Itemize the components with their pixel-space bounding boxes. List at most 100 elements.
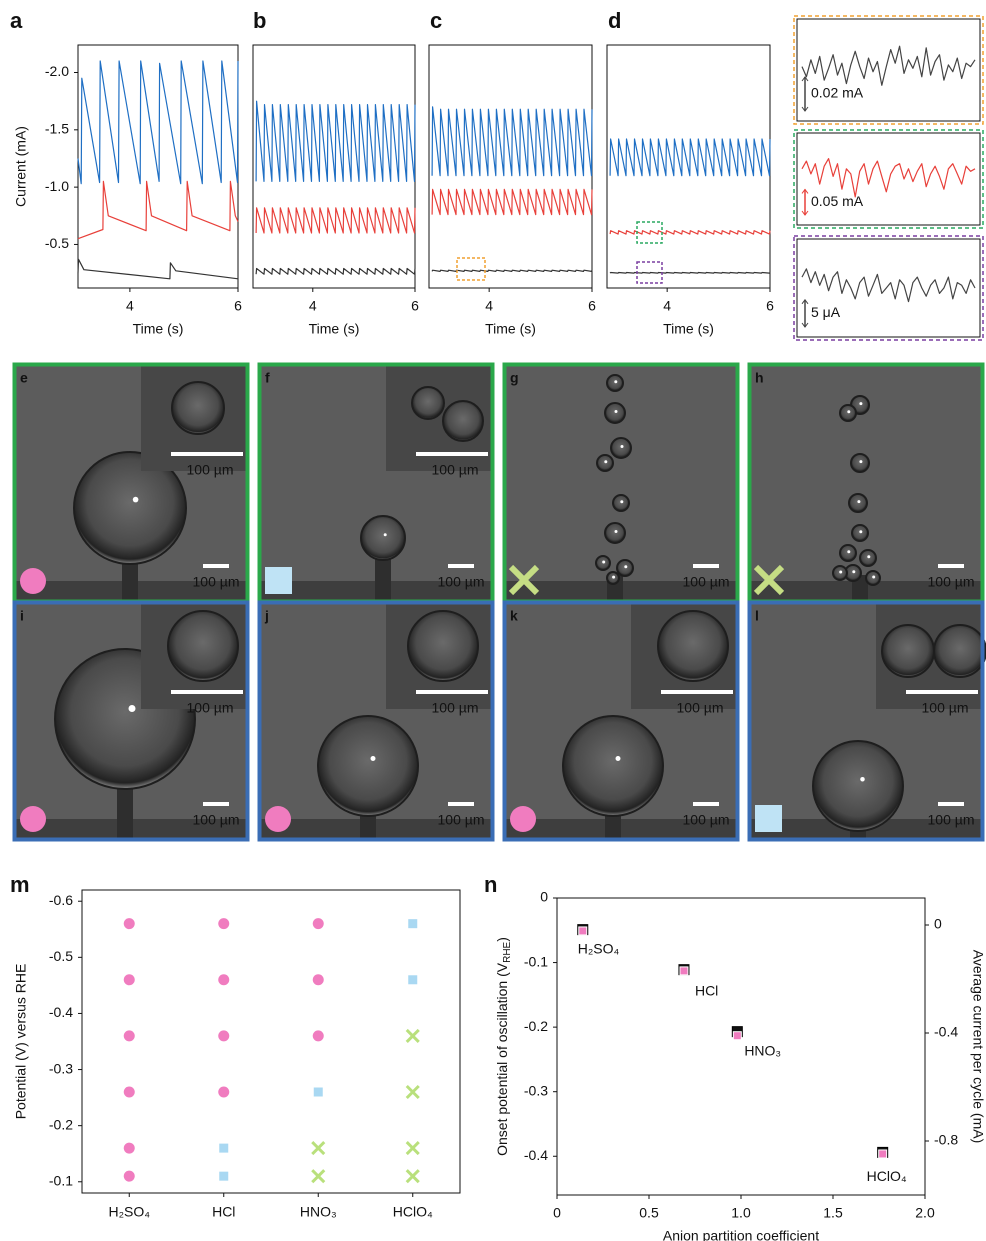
point: [879, 1150, 887, 1158]
x-axis-label: Time (s): [309, 321, 360, 337]
inset-scale-label: 100 µm: [432, 462, 479, 478]
plot-frame: [797, 239, 980, 337]
y-axis-label-sub: RHE: [502, 941, 513, 962]
y-tick-label: -0.4: [934, 1024, 958, 1040]
bubble-highlight: [859, 460, 862, 463]
marker-icon: [265, 806, 291, 832]
nozzle: [375, 556, 391, 603]
trace: [432, 270, 592, 271]
panel-letter: g: [510, 370, 519, 386]
marker-icon: [20, 806, 46, 832]
marker-icon: [265, 567, 292, 594]
x-tick-label: 6: [234, 298, 242, 314]
trace: [256, 101, 415, 181]
panel-letter: j: [264, 608, 269, 624]
bubble-highlight: [614, 380, 617, 383]
micrograph: 100 µm100 µmi: [13, 601, 249, 841]
bubble: [563, 716, 663, 816]
trace: [432, 107, 592, 176]
inset-scale-label: 100 µm: [922, 700, 969, 716]
bubble: [361, 516, 405, 560]
bubble-highlight: [371, 756, 376, 761]
plot-frame: [797, 133, 980, 225]
annotation: HClO₄: [867, 1168, 907, 1184]
micrograph: 100 µm100 µme: [13, 363, 249, 603]
y-tick-label: 0: [934, 916, 942, 932]
y-tick-label: -0.4: [49, 1004, 73, 1020]
inset-scale-label: 100 µm: [432, 700, 479, 716]
micrograph: 100 µmh: [748, 363, 984, 603]
x-tick-label: 1.5: [823, 1205, 843, 1221]
scale-label: 100 µm: [683, 812, 730, 828]
bubble: [605, 403, 625, 423]
bubble-highlight: [604, 460, 607, 463]
y-tick-label: -0.3: [49, 1060, 73, 1076]
point: [408, 919, 417, 928]
y-axis-label-end: ): [494, 937, 510, 942]
x-tick-label: 6: [411, 298, 419, 314]
bubble-highlight: [852, 570, 855, 573]
point: [124, 974, 135, 985]
figure: a46-2.0-1.5-1.0-0.5Time (s)Current (mA)b…: [0, 0, 986, 1241]
inset-scale-label: 100 µm: [187, 462, 234, 478]
bubble: [934, 625, 986, 677]
trace: [256, 269, 415, 275]
x-tick-label: 4: [663, 298, 671, 314]
panel-letter: c: [430, 8, 442, 33]
panel-letter: a: [10, 8, 23, 33]
panel-letter: b: [253, 8, 266, 33]
bubble-highlight: [615, 530, 618, 533]
y-axis-label: Current (mA): [13, 126, 29, 207]
y-tick-label: -0.8: [934, 1132, 958, 1148]
scale-label: 100 µm: [438, 574, 485, 590]
bubble: [658, 611, 728, 681]
marker-icon: [755, 805, 782, 832]
point: [124, 1030, 135, 1041]
bubble: [813, 741, 903, 831]
inset-scale-label: 100 µm: [187, 700, 234, 716]
bubble: [318, 716, 418, 816]
bubble: [408, 611, 478, 681]
page: a46-2.0-1.5-1.0-0.5Time (s)Current (mA)b…: [0, 0, 986, 1241]
x-axis-label: Time (s): [663, 321, 714, 337]
scale-label: 100 µm: [928, 812, 975, 828]
bubble-highlight: [612, 576, 615, 579]
bubble-highlight: [872, 575, 875, 578]
point: [313, 1030, 324, 1041]
panel-letter: m: [10, 872, 30, 897]
bubble: [412, 387, 444, 419]
panel-letter: f: [265, 370, 270, 386]
x-axis-label: Time (s): [485, 321, 536, 337]
scale-label: 100 µm: [438, 812, 485, 828]
x-tick-label: 4: [485, 298, 493, 314]
scale-bar-label: 0.05 mA: [811, 193, 864, 209]
y-tick-label: -0.5: [45, 235, 69, 251]
annotation: HCl: [695, 982, 718, 998]
x-tick-label: 4: [309, 298, 317, 314]
trace: [610, 273, 770, 274]
x-tick-label: HCl: [212, 1204, 235, 1220]
trace: [256, 208, 415, 233]
bubble-highlight: [867, 555, 870, 558]
nozzle: [122, 560, 138, 603]
point: [408, 975, 417, 984]
bubble-highlight: [839, 570, 842, 573]
panel-letter: l: [755, 608, 759, 624]
bubble-highlight: [602, 560, 605, 563]
point: [124, 1143, 135, 1154]
annotation: H₂SO₄: [578, 940, 620, 956]
y-axis-label: Potential (V) versus RHE: [13, 964, 29, 1120]
y-tick-label: -0.2: [49, 1116, 73, 1132]
point: [579, 927, 587, 935]
bubble-highlight: [620, 500, 623, 503]
bubble: [849, 494, 867, 512]
bubble-highlight: [860, 777, 865, 782]
point: [124, 1087, 135, 1098]
plot-frame: [797, 19, 980, 121]
micrograph: 100 µm 100 µm j: [258, 601, 494, 841]
bubble-highlight: [847, 550, 850, 553]
y-tick-label: -0.4: [524, 1147, 548, 1163]
marker-icon: [510, 806, 536, 832]
y-tick-label: -2.0: [45, 63, 69, 79]
